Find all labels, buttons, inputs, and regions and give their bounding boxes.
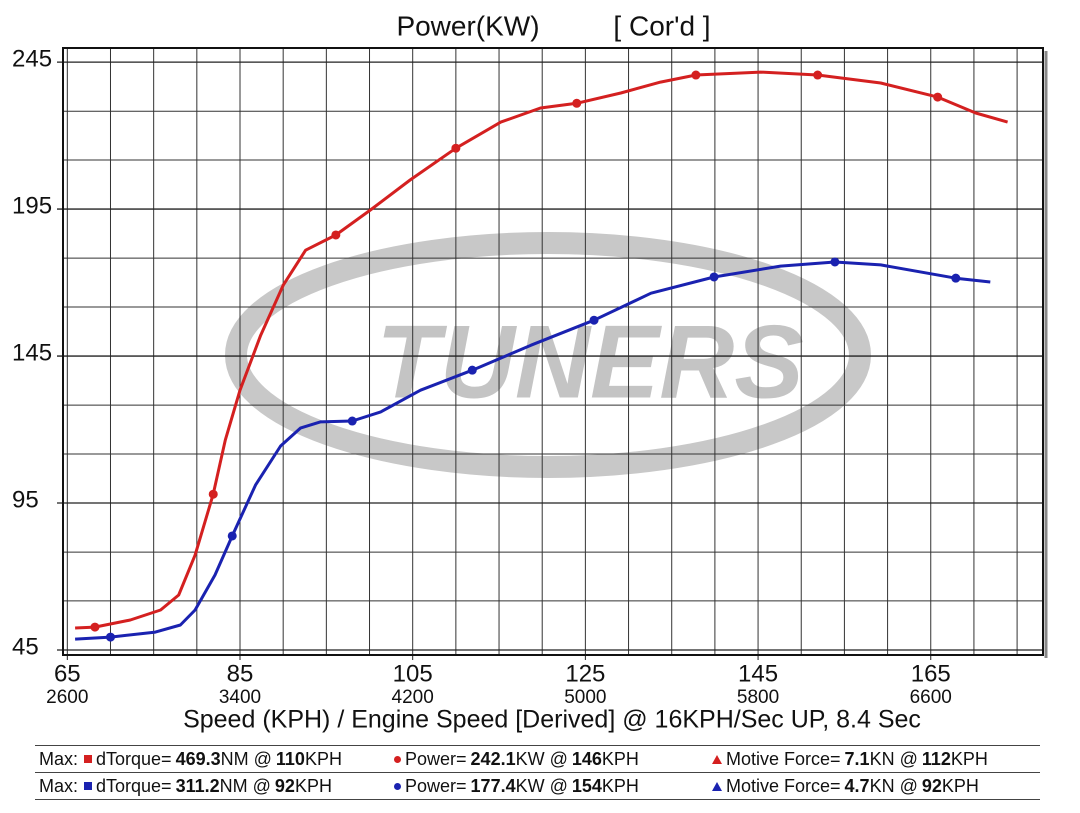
stat-value: 7.1 bbox=[844, 748, 870, 769]
stat-name: dTorque= bbox=[96, 775, 172, 796]
stat-speed: 92 bbox=[921, 775, 942, 796]
data-point bbox=[467, 365, 477, 375]
data-point bbox=[830, 257, 840, 267]
stat-speed-unit: KPH bbox=[941, 775, 979, 796]
legend-symbol bbox=[84, 782, 92, 790]
x-tick-label: 125 bbox=[565, 660, 605, 687]
legend-label: Max: bbox=[39, 775, 79, 796]
stat-value: 311.2 bbox=[175, 775, 220, 796]
stat-unit: NM @ bbox=[220, 748, 272, 769]
legend-item: Motive Force= 4.7 KN @92 KPH bbox=[712, 776, 979, 797]
data-point bbox=[572, 98, 582, 108]
data-point bbox=[208, 489, 218, 499]
data-point bbox=[933, 92, 943, 102]
stat-speed-unit: KPH bbox=[601, 775, 639, 796]
data-point bbox=[451, 143, 461, 153]
y-tick-label: 245 bbox=[12, 45, 52, 72]
stat-value: 177.4 bbox=[470, 775, 516, 796]
stat-speed: 110 bbox=[275, 748, 305, 769]
data-point bbox=[347, 416, 357, 426]
plot-area: 45 95 145 195 245 65 85 105 125 145 165 2600 3400 420… bbox=[12, 45, 1048, 708]
x2-tick-label: 2600 bbox=[46, 687, 88, 708]
data-point bbox=[709, 272, 719, 282]
x-axis-label: Speed (KPH) / Engine Speed [Derived] @ 1… bbox=[183, 706, 921, 734]
stat-speed-unit: KPH bbox=[950, 748, 988, 769]
chart-title: Power(KW) bbox=[396, 10, 539, 41]
stat-value: 242.1 bbox=[470, 748, 516, 769]
data-point bbox=[691, 70, 701, 80]
legend-row: Max: dTorque= 469.3 NM @110 KPH Power= 242.1 KW… bbox=[35, 745, 1040, 772]
legend-symbol bbox=[712, 754, 722, 764]
x2-tick-label: 5800 bbox=[737, 687, 779, 708]
data-line bbox=[75, 260, 991, 641]
stat-speed: 154 bbox=[571, 775, 602, 796]
y-tick-label: 145 bbox=[12, 339, 52, 366]
x-tick-label: 105 bbox=[393, 660, 433, 687]
stat-name: Power= bbox=[405, 748, 467, 769]
y-tick-label: 95 bbox=[12, 486, 39, 513]
legend-label: Max: bbox=[39, 748, 79, 769]
stat-speed: 112 bbox=[921, 748, 951, 769]
stat-unit: KN @ bbox=[869, 748, 918, 769]
legend-item: dTorque= 311.2 NM @92 KPH bbox=[84, 776, 394, 797]
watermark: TUNERS bbox=[376, 304, 804, 420]
stat-speed-unit: KPH bbox=[304, 748, 342, 769]
x-tick-label: 145 bbox=[738, 660, 778, 687]
stat-name: Motive Force= bbox=[726, 748, 841, 769]
x-tick-label: 165 bbox=[911, 660, 951, 687]
legend-item: Power= 242.1 KW @146 KPH bbox=[394, 749, 712, 770]
stat-name: Motive Force= bbox=[726, 775, 841, 796]
x-tick-label: 85 bbox=[227, 660, 254, 687]
stat-unit: KN @ bbox=[869, 775, 918, 796]
legend-symbol bbox=[394, 755, 401, 763]
legend: Max: dTorque= 469.3 NM @110 KPH Power= 242.1 KW… bbox=[35, 745, 1040, 800]
x-tick-label: 65 bbox=[54, 660, 81, 687]
legend-item: Motive Force= 7.1 KN @112 KPH bbox=[712, 749, 988, 770]
x2-tick-label: 3400 bbox=[219, 687, 261, 708]
x2-tick-label: 6600 bbox=[910, 687, 952, 708]
legend-symbol bbox=[712, 781, 722, 791]
stat-value: 469.3 bbox=[175, 748, 221, 769]
data-point bbox=[105, 632, 115, 642]
stat-speed: 146 bbox=[571, 748, 602, 769]
legend-symbol bbox=[394, 782, 401, 790]
stat-name: Power= bbox=[405, 775, 467, 796]
stat-speed-unit: KPH bbox=[601, 748, 639, 769]
chart: TUNERS Power(KW) [ Cor'd ] Speed (KPH) /… bbox=[12, 10, 1048, 734]
stat-value: 4.7 bbox=[844, 775, 870, 796]
legend-symbol bbox=[84, 755, 92, 763]
legend-item: dTorque= 469.3 NM @110 KPH bbox=[84, 749, 394, 770]
data-point bbox=[331, 230, 341, 240]
data-point bbox=[227, 531, 237, 541]
stat-unit: KW @ bbox=[515, 748, 568, 769]
stat-unit: KW @ bbox=[515, 775, 568, 796]
y-tick-label: 195 bbox=[12, 192, 52, 219]
x2-tick-label: 4200 bbox=[392, 687, 434, 708]
chart-subtitle: [ Cor'd ] bbox=[613, 10, 710, 41]
y-tick-label: 45 bbox=[12, 633, 39, 660]
data-line bbox=[75, 70, 1009, 630]
stat-speed: 92 bbox=[274, 775, 295, 796]
data-point bbox=[951, 273, 961, 283]
x2-tick-label: 5000 bbox=[564, 687, 606, 708]
data-point bbox=[589, 315, 599, 325]
legend-row: Max: dTorque= 311.2 NM @92 KPH Power= 177.4 KW … bbox=[35, 772, 1040, 800]
data-point bbox=[90, 622, 100, 632]
stat-speed-unit: KPH bbox=[294, 775, 332, 796]
watermark-swoosh bbox=[225, 232, 871, 478]
plot-border bbox=[62, 47, 1044, 656]
stat-name: dTorque= bbox=[96, 748, 172, 769]
legend-item: Power= 177.4 KW @154 KPH bbox=[394, 776, 712, 797]
stat-unit: NM @ bbox=[219, 775, 271, 796]
data-point bbox=[813, 70, 823, 80]
